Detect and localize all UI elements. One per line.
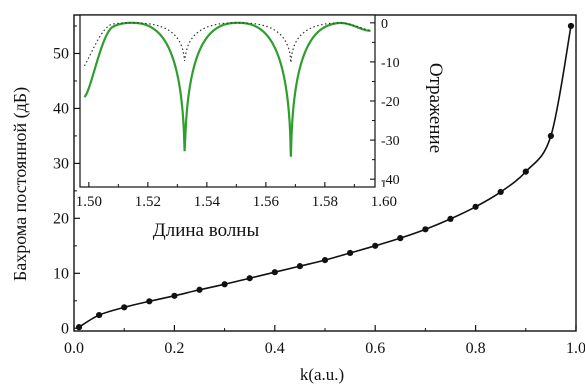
inset-series-solid-line — [83, 21, 371, 157]
main-data-point — [75, 324, 83, 331]
main-y-tick-label: 20 — [53, 210, 69, 227]
main-y-tick-label: 30 — [53, 155, 69, 172]
main-data-point — [196, 286, 203, 293]
main-data-point — [397, 235, 404, 242]
main-data-point — [121, 304, 128, 311]
inset-x-tick-label: 1.56 — [253, 194, 280, 210]
main-x-tick-label: 0.6 — [365, 340, 385, 357]
main-data-point — [296, 263, 303, 270]
main-data-point — [171, 292, 178, 299]
main-x-tick-label: 1.0 — [566, 340, 585, 357]
main-x-tick-label: 0.2 — [164, 340, 184, 357]
inset-y-tick-label: -30 — [381, 134, 400, 149]
inset-y-axis-label: Отражение — [425, 63, 446, 153]
inset-x-tick-label: 1.58 — [312, 194, 338, 210]
main-data-point — [422, 226, 429, 233]
main-x-axis-label: k(a.u.) — [300, 365, 344, 384]
main-y-tick-label: 0 — [61, 320, 69, 337]
inset-plot-frame — [79, 14, 376, 188]
main-data-point — [347, 249, 354, 257]
main-data-point — [271, 269, 278, 276]
main-x-tick-label: 0.0 — [64, 340, 84, 357]
main-x-tick-label: 0.4 — [265, 340, 285, 357]
main-data-point — [497, 188, 504, 196]
inset-y-tick-label: -20 — [381, 95, 400, 110]
inset-y-tick-label: 0 — [381, 17, 388, 32]
inset-series-dotted-line — [83, 22, 371, 67]
inset-x-tick-label: 1.54 — [194, 194, 221, 210]
inset-y-tick-label: -10 — [381, 56, 400, 71]
main-data-point — [96, 311, 103, 319]
main-x-tick-label: 0.8 — [466, 340, 486, 357]
inset-x-tick-label: 1.60 — [371, 194, 397, 210]
main-data-point — [321, 257, 329, 264]
main-data-point — [146, 298, 153, 305]
inset-y-tick-label: -40 — [381, 173, 400, 188]
main-data-point — [221, 281, 228, 288]
main-y-tick-label: 40 — [53, 100, 69, 117]
main-data-point — [567, 22, 575, 30]
inset-x-tick-label: 1.50 — [76, 194, 102, 210]
main-data-point — [472, 203, 479, 210]
main-data-point — [547, 132, 555, 140]
main-data-point — [246, 275, 253, 282]
main-y-tick-label: 10 — [53, 265, 69, 282]
main-y-tick-label: 50 — [53, 45, 69, 62]
main-data-point — [372, 242, 379, 249]
main-data-point — [447, 215, 454, 222]
inset-x-tick-label: 1.52 — [135, 194, 161, 210]
main-y-axis-label: Бахрома постоянной (дБ) — [10, 87, 31, 281]
main-data-point — [522, 168, 529, 175]
inset-x-axis-label: Длина волны — [153, 220, 260, 241]
